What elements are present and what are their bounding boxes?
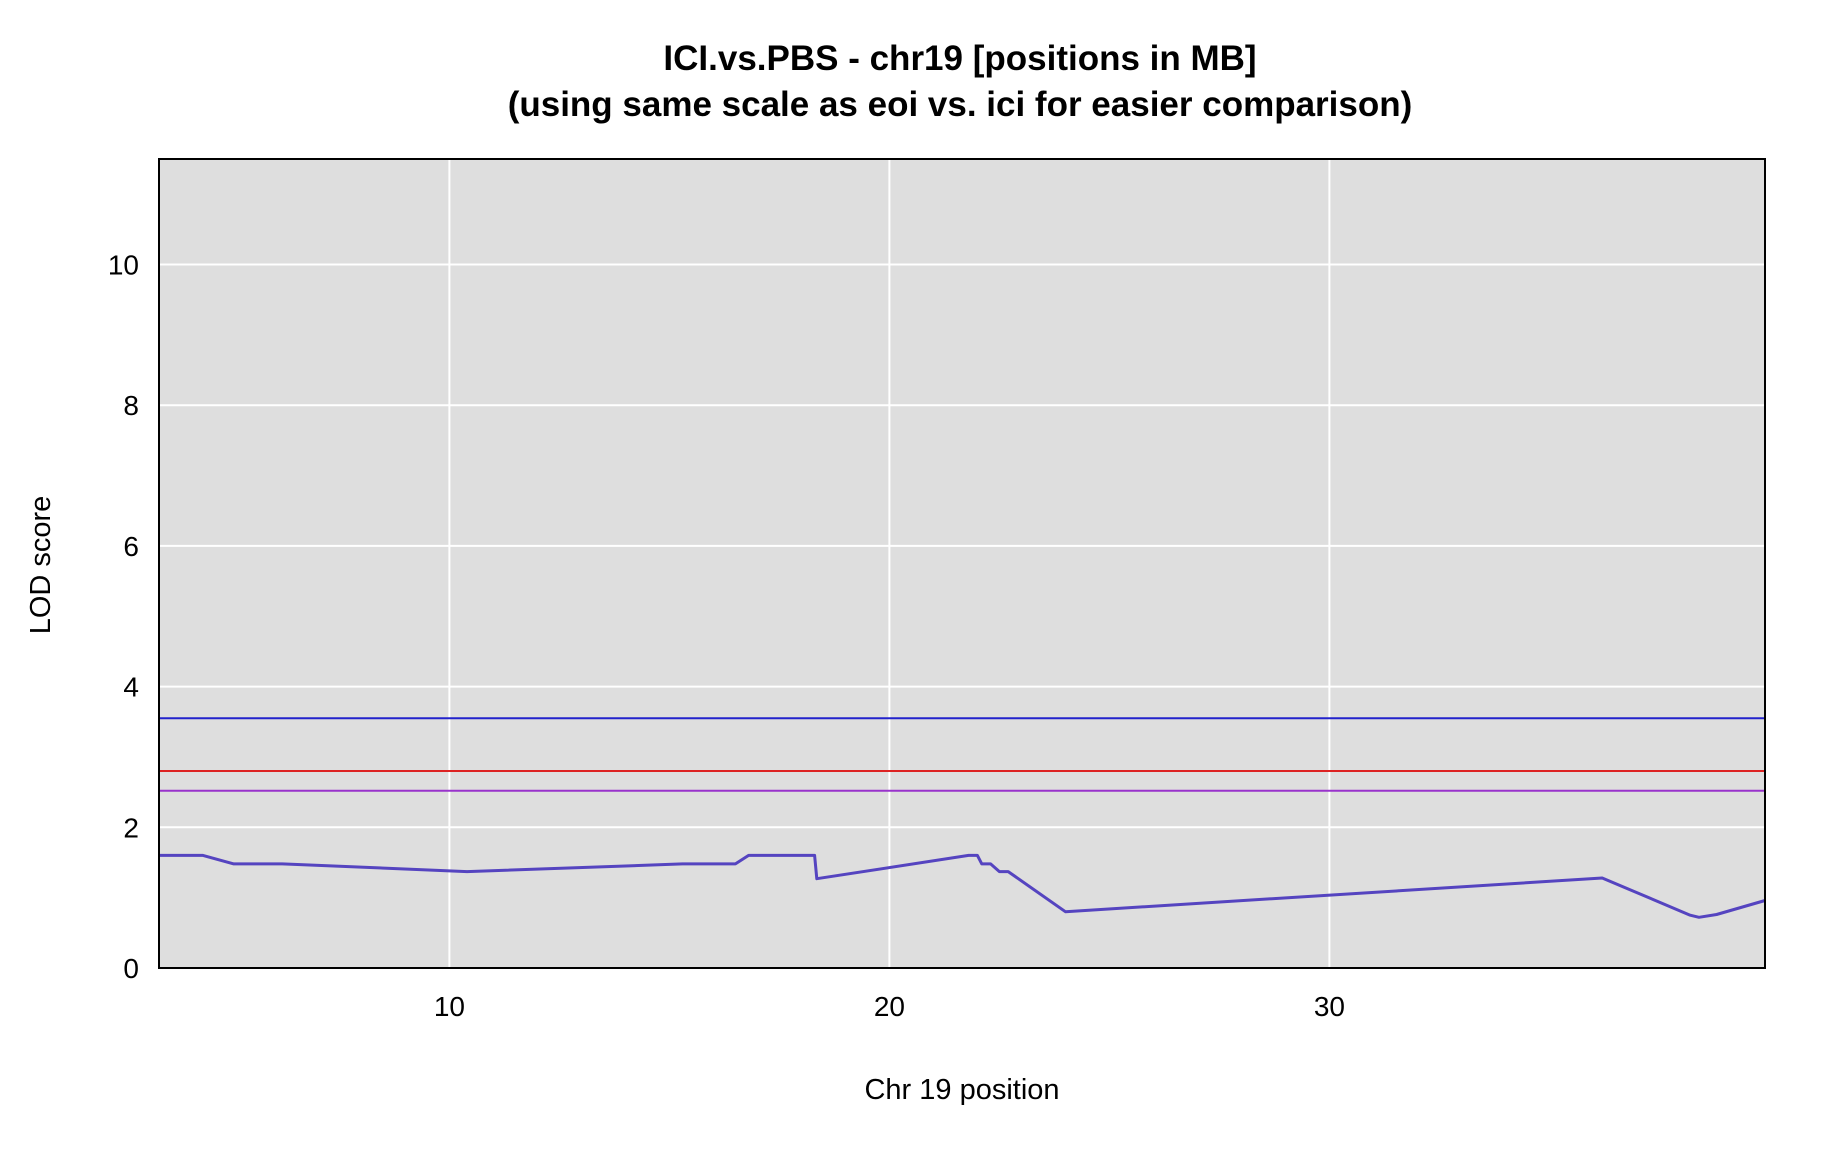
- y-tick-label-4: 4: [123, 672, 139, 703]
- x-axis-ticks: 10 20 30: [434, 991, 1345, 1022]
- x-axis-label: Chr 19 position: [864, 1074, 1059, 1106]
- y-tick-label-10: 10: [108, 250, 139, 281]
- chart-subtitle: (using same scale as eoi vs. ici for eas…: [508, 85, 1413, 124]
- y-axis-ticks: 0 2 4 6 8 10: [108, 250, 139, 984]
- grid-lines: [159, 159, 1765, 968]
- y-axis-label: LOD score: [25, 496, 57, 635]
- y-tick-label-6: 6: [123, 531, 139, 562]
- plot-area: [159, 159, 1765, 968]
- y-tick-label-2: 2: [123, 812, 139, 843]
- y-tick-label-8: 8: [123, 390, 139, 421]
- x-tick-label-20: 20: [874, 991, 905, 1022]
- series-group: [159, 853, 1766, 919]
- chart-title: ICI.vs.PBS - chr19 [positions in MB]: [663, 39, 1256, 78]
- x-tick-label-30: 30: [1314, 991, 1345, 1022]
- threshold-lines: [159, 717, 1765, 792]
- x-tick-label-10: 10: [434, 991, 465, 1022]
- lod-series-line-1: [159, 853, 1766, 919]
- y-tick-label-0: 0: [123, 953, 139, 984]
- plot-frame: [158, 158, 1766, 969]
